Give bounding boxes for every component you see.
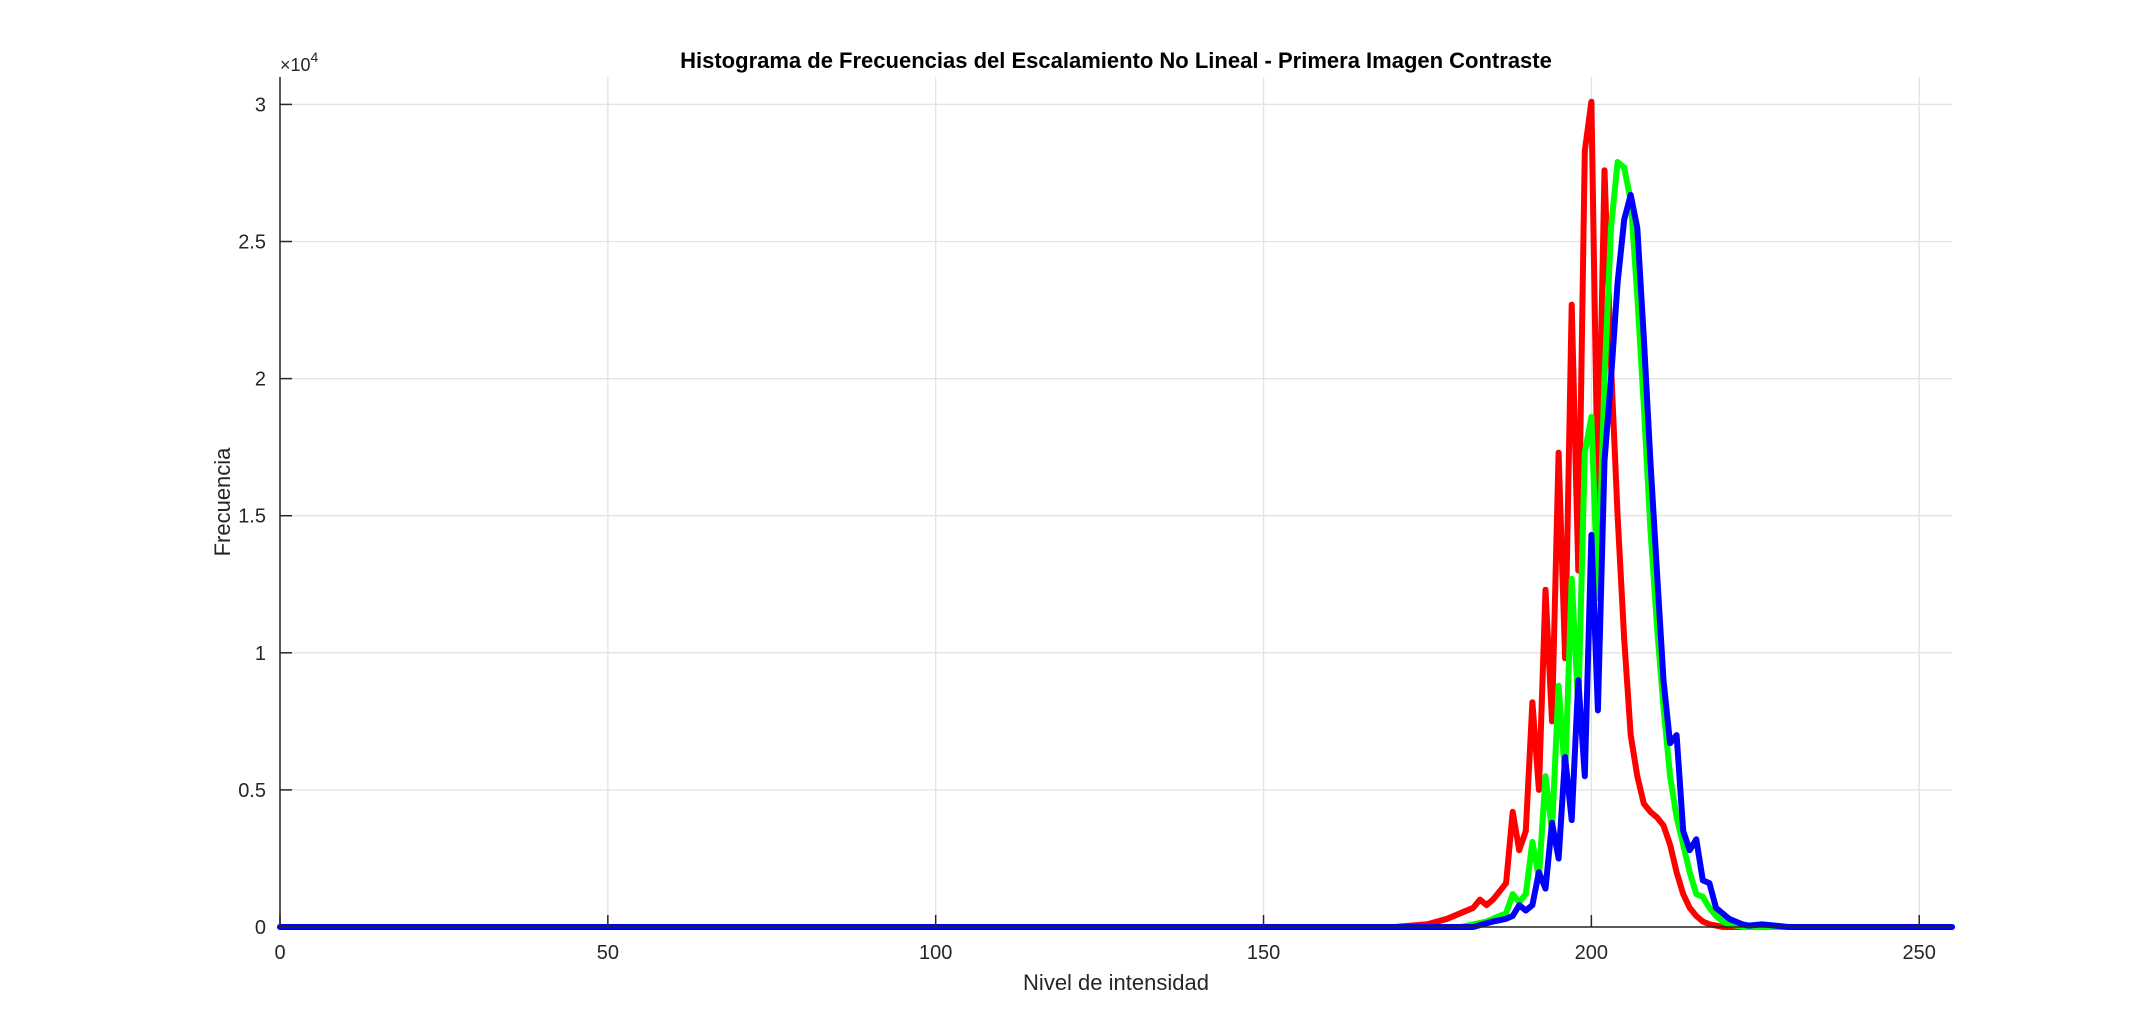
x-tick-label: 150 bbox=[1247, 942, 1280, 964]
x-tick-label: 100 bbox=[919, 942, 952, 964]
x-axis-label: Nivel de intensidad bbox=[1023, 970, 1209, 995]
chart-title: Histograma de Frecuencias del Escalamien… bbox=[680, 48, 1552, 73]
x-tick-label: 200 bbox=[1575, 942, 1608, 964]
series-line-1 bbox=[277, 98, 1955, 930]
grid-lines bbox=[279, 77, 1952, 928]
tick-labels: 0 50 100 150 200 250 0 0.5 1 1.5 2 2.5 3 bbox=[238, 94, 1936, 964]
y-tick-label: 0.5 bbox=[238, 780, 266, 802]
series-line-2 bbox=[277, 159, 1955, 930]
y-tick-label: 2 bbox=[255, 369, 266, 391]
x-tick-label: 250 bbox=[1903, 942, 1936, 964]
series-line-3 bbox=[277, 191, 1955, 930]
plot-area bbox=[280, 77, 1952, 927]
y-exponent-label: ×104 bbox=[280, 49, 319, 75]
series-layer bbox=[277, 98, 1955, 930]
y-tick-label: 0 bbox=[255, 917, 266, 939]
y-tick-label: 1.5 bbox=[238, 506, 266, 528]
axes-layer bbox=[279, 77, 1952, 928]
y-exponent-power: 4 bbox=[311, 49, 319, 65]
y-tick-label: 1 bbox=[255, 643, 266, 665]
y-tick-label: 2.5 bbox=[238, 232, 266, 254]
y-exponent-base: ×10 bbox=[280, 55, 311, 75]
x-tick-label: 0 bbox=[274, 942, 285, 964]
y-tick-label: 3 bbox=[255, 94, 266, 116]
x-tick-label: 50 bbox=[597, 942, 619, 964]
y-axis-label: Frecuencia bbox=[210, 447, 235, 557]
